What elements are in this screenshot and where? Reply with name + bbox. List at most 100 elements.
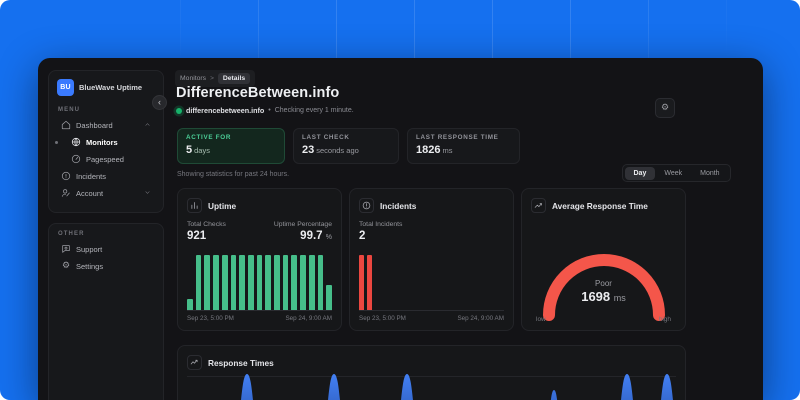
sidebar-item-label: Settings bbox=[76, 261, 104, 271]
stat-card-last-response-time: LAST RESPONSE TIME 1826 ms bbox=[407, 128, 520, 164]
sidebar-item-label: Account bbox=[76, 188, 104, 198]
configure-icon: ⚙ bbox=[660, 102, 670, 113]
active-item-dot bbox=[55, 141, 58, 144]
menu-section-label: MENU bbox=[58, 107, 81, 113]
total-checks-label: Total Checks bbox=[187, 221, 226, 228]
sidebar-item-settings[interactable]: ⚙ Settings bbox=[53, 258, 159, 274]
total-incidents-label: Total Incidents bbox=[359, 221, 403, 228]
response-times-area-chart bbox=[241, 374, 673, 400]
uptime-card: Uptime Total Checks 921 Uptime Percentag… bbox=[177, 188, 342, 331]
app-logo: BU bbox=[57, 79, 74, 96]
chart-gridline bbox=[187, 376, 676, 377]
x-end-label: Sep 24, 9:00 AM bbox=[285, 315, 332, 322]
home-icon bbox=[61, 120, 71, 130]
stat-value: 23 bbox=[302, 144, 315, 156]
speedometer-icon bbox=[71, 154, 81, 164]
gauge-unit: ms bbox=[613, 293, 626, 303]
gauge-value: 1698 bbox=[581, 289, 611, 304]
uptime-percentage-value: 99.7 bbox=[300, 230, 323, 242]
gauge-high-label: high bbox=[658, 316, 671, 323]
breadcrumb-monitors[interactable]: Monitors bbox=[180, 75, 207, 82]
uptime-mini-stats: Total Checks 921 Uptime Percentage 99.7 … bbox=[187, 221, 332, 242]
card-title: Average Response Time bbox=[552, 200, 648, 211]
stat-label: ACTIVE FOR bbox=[186, 134, 232, 141]
other-section-label: OTHER bbox=[58, 231, 85, 237]
stat-label: LAST RESPONSE TIME bbox=[416, 134, 499, 141]
sidebar-item-label: Dashboard bbox=[76, 120, 113, 130]
sidebar-item-label: Incidents bbox=[76, 171, 107, 181]
stat-suffix: ms bbox=[442, 146, 453, 155]
incidents-card: Incidents Total Incidents 2 Sep 23, 5:00… bbox=[349, 188, 514, 331]
sidebar-menu-panel: BU BlueWave Uptime MENU Dashboard Monito… bbox=[48, 70, 164, 213]
charts-row: Uptime Total Checks 921 Uptime Percentag… bbox=[177, 188, 686, 331]
gauge-card-header: Average Response Time bbox=[531, 198, 676, 213]
range-segmented-control: Day Week Month bbox=[622, 164, 732, 182]
showing-statistics-text: Showing statistics for past 24 hours. bbox=[177, 171, 290, 178]
alert-circle-icon bbox=[359, 198, 374, 213]
sidebar-item-support[interactable]: Support bbox=[53, 241, 159, 257]
incidents-mini-stats: Total Incidents 2 bbox=[359, 221, 504, 242]
stat-card-active-for: ACTIVE FOR 5 days bbox=[177, 128, 285, 164]
stat-label: LAST CHECK bbox=[302, 134, 350, 141]
range-option-week[interactable]: Week bbox=[664, 169, 683, 177]
uptime-percentage-unit: % bbox=[325, 234, 332, 241]
app-name: BlueWave Uptime bbox=[79, 83, 143, 92]
sidebar-item-account[interactable]: Account bbox=[53, 185, 159, 201]
card-title: Incidents bbox=[380, 200, 417, 211]
incidents-card-header: Incidents bbox=[359, 198, 504, 213]
gauge-low-label: low bbox=[536, 316, 546, 323]
line-chart-icon bbox=[187, 355, 202, 370]
monitor-status-row: differencebetween.info • Checking every … bbox=[176, 106, 354, 115]
bullet-separator: • bbox=[268, 107, 271, 114]
uptime-bar-chart bbox=[187, 255, 332, 311]
uptime-percentage-label: Uptime Percentage bbox=[273, 221, 332, 228]
stats-row: ACTIVE FOR 5 days LAST CHECK 23 seconds ag… bbox=[177, 128, 520, 164]
sidebar-item-label: Pagespeed bbox=[86, 154, 124, 164]
sidebar-item-dashboard[interactable]: Dashboard bbox=[53, 117, 159, 133]
uptime-card-header: Uptime bbox=[187, 198, 332, 213]
sidebar-item-pagespeed[interactable]: Pagespeed bbox=[63, 151, 159, 167]
app-window: BU BlueWave Uptime MENU Dashboard Monito… bbox=[38, 58, 763, 400]
sidebar-item-label: Support bbox=[76, 244, 103, 254]
stat-card-last-check: LAST CHECK 23 seconds ago bbox=[293, 128, 399, 164]
x-start-label: Sep 23, 5:00 PM bbox=[359, 315, 406, 322]
range-option-day[interactable]: Day bbox=[624, 166, 656, 180]
alert-circle-icon bbox=[61, 171, 71, 181]
trend-up-icon bbox=[531, 198, 546, 213]
response-times-header: Response Times bbox=[187, 355, 676, 370]
stat-suffix: seconds ago bbox=[316, 146, 359, 155]
page-title: DifferenceBetween.info bbox=[176, 85, 340, 101]
response-time-gauge bbox=[543, 254, 665, 321]
card-title: Response Times bbox=[208, 357, 274, 368]
range-option-month[interactable]: Month bbox=[700, 169, 720, 177]
response-times-card: Response Times bbox=[177, 345, 686, 400]
breadcrumb: Monitors > Details bbox=[175, 70, 256, 87]
globe-icon bbox=[71, 137, 81, 147]
card-title: Uptime bbox=[208, 200, 237, 211]
gear-icon: ⚙ bbox=[61, 260, 71, 271]
average-response-time-card: Average Response Time Poor 1698 ms low h… bbox=[521, 188, 686, 331]
checking-interval-text: Checking every 1 minute. bbox=[274, 107, 354, 114]
total-incidents-value: 2 bbox=[359, 230, 366, 242]
support-chat-icon bbox=[61, 244, 71, 254]
gauge-status-text: Poor bbox=[595, 279, 612, 288]
sidebar-item-incidents[interactable]: Incidents bbox=[53, 168, 159, 184]
sidebar-item-monitors[interactable]: Monitors bbox=[55, 134, 159, 150]
chevron-up-icon[interactable] bbox=[144, 121, 151, 130]
breadcrumb-separator: > bbox=[210, 75, 214, 82]
configure-monitor-button[interactable]: ⚙ bbox=[655, 98, 675, 118]
breadcrumb-details[interactable]: Details bbox=[217, 73, 251, 84]
sidebar-item-label: Monitors bbox=[86, 137, 118, 147]
stat-suffix: days bbox=[194, 146, 210, 155]
user-icon bbox=[61, 188, 71, 198]
total-checks-value: 921 bbox=[187, 230, 207, 242]
sidebar-collapse-button[interactable]: ‹ bbox=[152, 95, 167, 110]
chevron-down-icon[interactable] bbox=[144, 189, 151, 198]
incidents-bar-chart bbox=[359, 255, 504, 311]
x-start-label: Sep 23, 5:00 PM bbox=[187, 315, 234, 322]
uptime-x-axis-labels: Sep 23, 5:00 PM Sep 24, 9:00 AM bbox=[187, 315, 332, 322]
stat-value: 1826 bbox=[416, 144, 441, 156]
monitor-url-link[interactable]: differencebetween.info bbox=[186, 106, 265, 115]
stat-value: 5 bbox=[186, 144, 193, 156]
